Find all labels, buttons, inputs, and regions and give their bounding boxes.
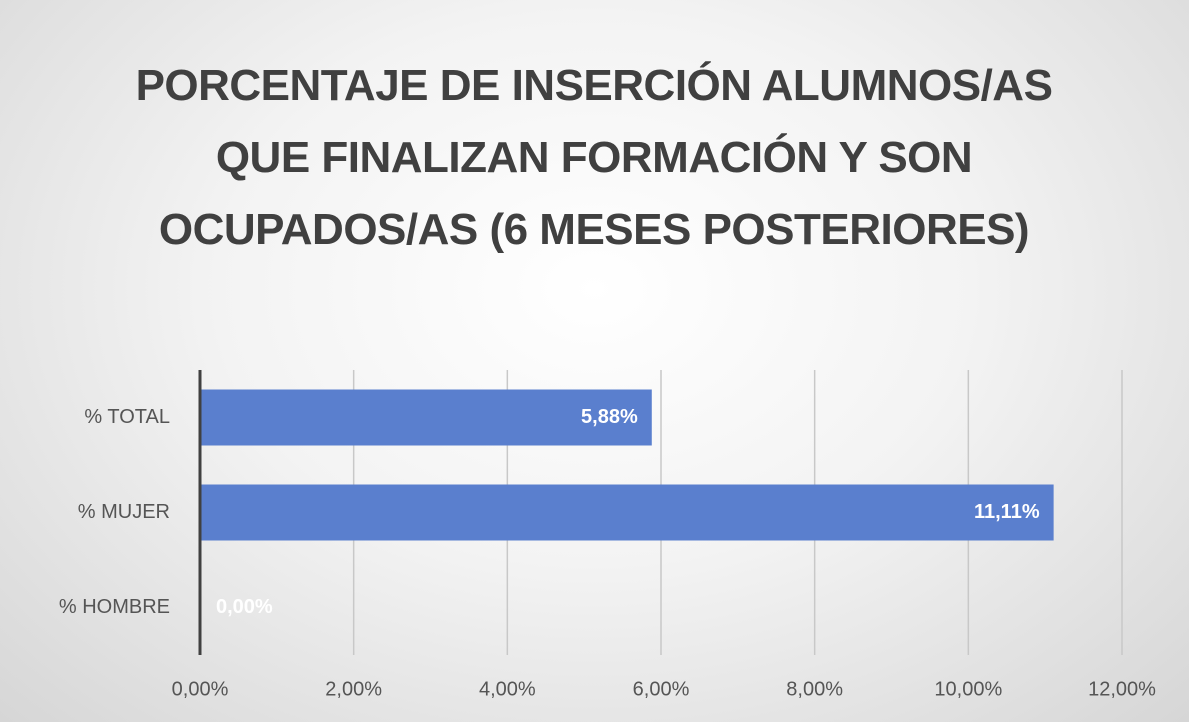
value-label: 11,11%: [974, 501, 1040, 523]
x-tick-label: 4,00%: [479, 678, 536, 700]
x-tick-label: 6,00%: [633, 678, 690, 700]
y-tick-label: % MUJER: [78, 501, 170, 523]
chart-title: PORCENTAJE DE INSERCIÓN ALUMNOS/AS QUE F…: [135, 61, 1053, 254]
x-tick-label: 2,00%: [325, 678, 382, 700]
x-tick-label: 8,00%: [786, 678, 843, 700]
x-tick-label: 12,00%: [1088, 678, 1156, 700]
bar: [200, 484, 1054, 541]
x-tick-label: 0,00%: [172, 678, 229, 700]
value-label: 0,00%: [216, 596, 273, 618]
bar: [200, 389, 652, 446]
x-tick-label: 10,00%: [934, 678, 1002, 700]
y-tick-label: % TOTAL: [84, 406, 170, 428]
value-label: 5,88%: [581, 406, 638, 428]
y-tick-label: % HOMBRE: [59, 596, 170, 618]
